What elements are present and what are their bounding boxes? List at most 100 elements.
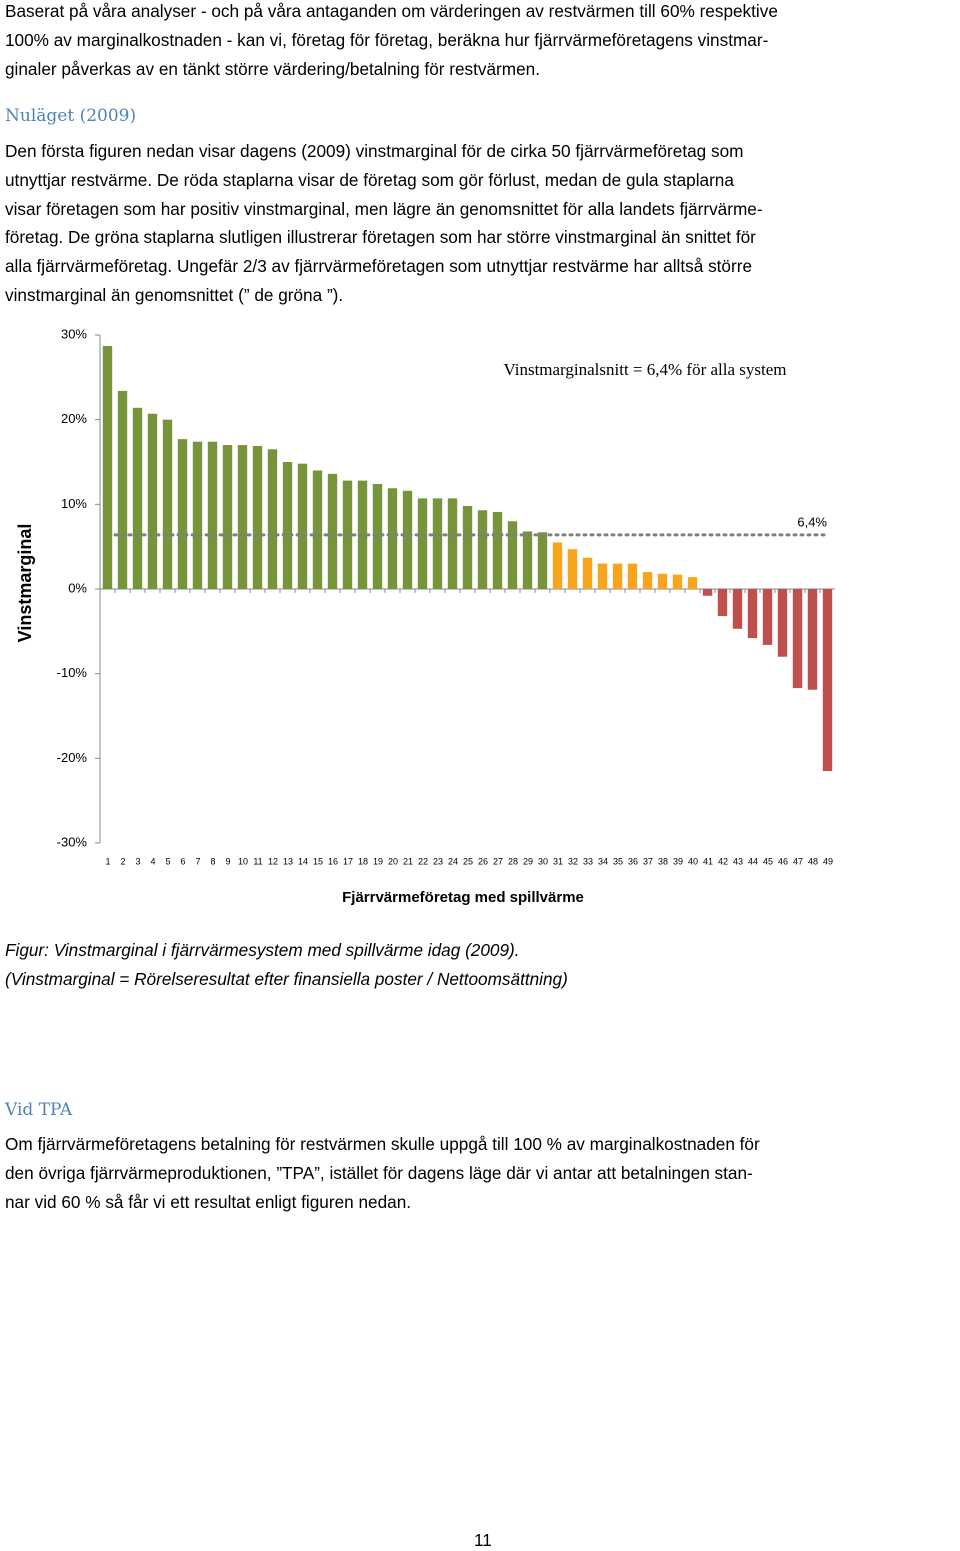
y-tick-label: -10% <box>57 665 88 680</box>
x-tick-label: 44 <box>748 856 758 866</box>
bar <box>762 589 773 645</box>
bar <box>477 510 488 589</box>
x-tick-label: 31 <box>553 856 563 866</box>
x-tick-label: 46 <box>778 856 788 866</box>
text-line: Figur: Vinstmarginal i fjärrvärmesystem … <box>5 940 520 960</box>
bar <box>132 407 143 589</box>
bar <box>612 563 623 589</box>
bar <box>327 473 338 589</box>
x-tick-label: 8 <box>210 856 215 866</box>
bar <box>117 390 128 589</box>
x-tick-label: 19 <box>373 856 383 866</box>
y-tick-label: 20% <box>61 411 87 426</box>
x-tick-label: 16 <box>328 856 338 866</box>
x-tick-label: 25 <box>463 856 473 866</box>
text-line: ginaler påverkas av en tänkt större värd… <box>5 58 540 79</box>
text-line: företag. De gröna staplarna slutligen il… <box>5 227 756 248</box>
bar <box>492 511 503 589</box>
y-tick-label: -30% <box>57 834 88 849</box>
x-tick-label: 13 <box>283 856 293 866</box>
bar <box>282 462 293 589</box>
text-line: 11 <box>474 1530 492 1550</box>
x-tick-label: 7 <box>195 856 200 866</box>
y-tick-label: 10% <box>61 496 87 511</box>
x-tick-label: 43 <box>733 856 743 866</box>
text-line: Den första figuren nedan visar dagens (2… <box>5 141 744 161</box>
heading: Nuläget (2009) <box>5 106 137 126</box>
y-tick-label: 0% <box>68 580 87 595</box>
bar <box>387 488 398 589</box>
x-tick-label: 6 <box>180 856 185 866</box>
bar <box>207 441 218 589</box>
x-tick-label: 3 <box>135 856 140 866</box>
bar <box>642 572 653 589</box>
x-tick-label: 32 <box>568 856 578 866</box>
text-line: Baserat på våra analyser - och på våra a… <box>5 1 778 21</box>
x-tick-label: 29 <box>523 856 533 866</box>
bar <box>252 445 263 589</box>
x-tick-label: 39 <box>673 856 683 866</box>
bar <box>222 445 233 589</box>
y-axis-label: Vinstmarginal <box>15 524 35 643</box>
bar <box>777 589 788 657</box>
bar <box>162 419 173 589</box>
annotation: Vinstmarginalsnitt = 6,4% för alla syste… <box>503 360 786 379</box>
x-tick-label: 18 <box>358 856 368 866</box>
text-line: visar företagen som har positiv vinstmar… <box>5 198 763 219</box>
bar <box>447 498 458 589</box>
text-line: (Vinstmarginal = Rörelseresultat efter f… <box>5 968 568 989</box>
bar <box>312 470 323 589</box>
bar <box>552 542 563 589</box>
bar <box>627 563 638 589</box>
x-tick-label: 49 <box>823 856 833 866</box>
bar <box>372 484 383 589</box>
x-axis-label: Fjärrvärmeföretag med spillvärme <box>342 889 584 906</box>
x-tick-label: 24 <box>448 856 458 866</box>
bar <box>717 589 728 617</box>
x-tick-label: 15 <box>313 856 323 866</box>
x-tick-label: 22 <box>418 856 428 866</box>
bar <box>657 573 668 589</box>
x-tick-label: 9 <box>225 856 230 866</box>
bar <box>297 463 308 589</box>
bar <box>537 532 548 589</box>
x-tick-label: 23 <box>433 856 443 866</box>
x-tick-label: 10 <box>238 856 248 866</box>
bar <box>807 589 818 690</box>
text-line: den övriga fjärrvärmeproduktionen, ”TPA”… <box>5 1162 753 1183</box>
bar <box>687 577 698 589</box>
bar <box>102 346 113 589</box>
bar <box>597 563 608 589</box>
x-tick-label: 42 <box>718 856 728 866</box>
bar <box>582 557 593 589</box>
x-tick-label: 27 <box>493 856 503 866</box>
x-tick-label: 45 <box>763 856 773 866</box>
text-line: Om fjärrvärmeföretagens betalning för re… <box>5 1134 760 1154</box>
x-tick-label: 36 <box>628 856 638 866</box>
bar <box>402 490 413 589</box>
x-tick-label: 47 <box>793 856 803 866</box>
bar <box>702 589 713 596</box>
x-tick-label: 21 <box>403 856 413 866</box>
x-tick-label: 4 <box>150 856 155 866</box>
bar <box>792 589 803 689</box>
bar <box>567 549 578 589</box>
x-tick-label: 12 <box>268 856 278 866</box>
x-tick-label: 40 <box>688 856 698 866</box>
x-tick-label: 5 <box>165 856 170 866</box>
x-tick-label: 34 <box>598 856 608 866</box>
bar <box>507 521 518 589</box>
x-tick-label: 37 <box>643 856 653 866</box>
x-tick-label: 35 <box>613 856 623 866</box>
bar <box>522 531 533 589</box>
x-tick-label: 28 <box>508 856 518 866</box>
x-tick-label: 38 <box>658 856 668 866</box>
y-tick-label: 30% <box>61 326 87 341</box>
text-line: nar vid 60 % så får vi ett resultat enli… <box>5 1191 412 1212</box>
bar <box>822 589 833 772</box>
bar <box>192 441 203 589</box>
bar <box>237 445 248 589</box>
bar <box>177 439 188 589</box>
